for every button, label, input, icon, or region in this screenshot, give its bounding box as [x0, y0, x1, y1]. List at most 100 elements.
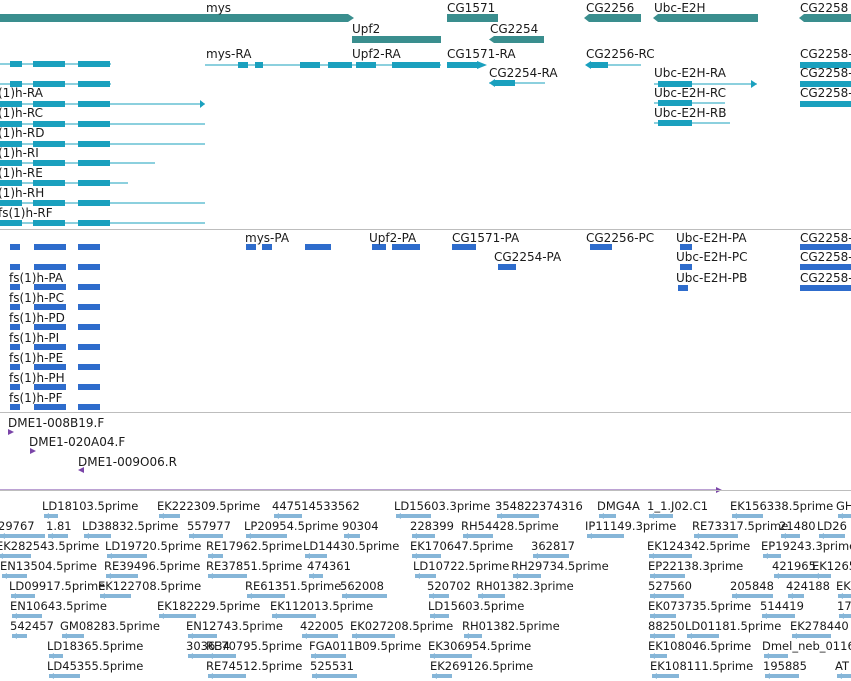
est-feature[interactable]	[49, 673, 80, 679]
est-feature[interactable]	[819, 533, 845, 539]
est-feature[interactable]	[412, 533, 435, 539]
est-feature[interactable]	[432, 673, 452, 679]
est-feature[interactable]	[814, 573, 831, 579]
est-feature[interactable]	[762, 613, 795, 619]
est-feature[interactable]	[650, 573, 685, 579]
est-feature[interactable]	[12, 613, 42, 619]
protein-feature-ubc-e2h-pb[interactable]	[678, 285, 688, 291]
protein-feature-cg1571-pa[interactable]	[452, 244, 476, 250]
est-feature[interactable]	[587, 533, 624, 539]
est-feature[interactable]	[48, 533, 68, 539]
est-feature[interactable]	[497, 513, 539, 519]
est-feature[interactable]	[188, 633, 217, 639]
est-feature[interactable]	[309, 573, 323, 579]
protein-feature-cg2254-pa[interactable]	[498, 264, 516, 270]
est-feature[interactable]	[649, 513, 673, 519]
est-feature[interactable]	[107, 553, 147, 559]
est-feature[interactable]	[650, 613, 676, 619]
est-feature[interactable]	[274, 513, 302, 519]
est-feature[interactable]	[838, 513, 851, 519]
est-feature[interactable]	[650, 593, 684, 599]
est-feature[interactable]	[311, 653, 346, 659]
est-feature[interactable]	[352, 633, 395, 639]
transcript-feature-ubc-e2h-rb[interactable]	[654, 120, 730, 126]
gene-feature-cg1571[interactable]: CG1571	[447, 1, 498, 22]
transcript-feature[interactable]	[0, 61, 111, 67]
est-feature[interactable]	[106, 573, 138, 579]
transcript-feature[interactable]	[0, 81, 111, 87]
est-feature[interactable]	[344, 533, 360, 539]
est-feature[interactable]	[839, 613, 851, 619]
transcript-feature-cg1571-ra[interactable]	[447, 61, 487, 69]
est-feature[interactable]	[464, 633, 482, 639]
est-feature[interactable]	[62, 633, 84, 639]
gene-feature-mys[interactable]: mys	[0, 1, 354, 22]
transcript-feature-ubc-e2h-rc[interactable]	[654, 100, 725, 106]
est-feature[interactable]	[463, 533, 493, 539]
transcript-feature[interactable]	[0, 200, 205, 206]
est-feature[interactable]	[159, 513, 180, 519]
est-feature[interactable]	[12, 633, 27, 639]
est-feature[interactable]	[429, 593, 449, 599]
protein-feature[interactable]	[10, 324, 100, 330]
protein-feature-cg2256-pc[interactable]	[590, 244, 612, 250]
est-feature[interactable]	[247, 593, 285, 599]
transcript-feature[interactable]	[0, 220, 205, 226]
est-feature[interactable]	[208, 653, 236, 659]
transcript-feature[interactable]	[0, 141, 205, 147]
transcript-feature[interactable]	[0, 180, 128, 186]
protein-feature[interactable]	[10, 264, 100, 270]
est-feature[interactable]	[412, 553, 441, 559]
est-feature[interactable]	[100, 593, 131, 599]
protein-feature[interactable]	[10, 344, 100, 350]
protein-feature[interactable]	[10, 384, 100, 390]
gene-feature-cg2254[interactable]: CG2254	[489, 22, 544, 43]
est-feature[interactable]	[342, 593, 387, 599]
est-feature[interactable]	[792, 633, 831, 639]
est-feature[interactable]	[208, 673, 246, 679]
est-feature[interactable]	[652, 673, 679, 679]
est-feature[interactable]	[430, 613, 449, 619]
est-feature[interactable]	[0, 553, 31, 559]
est-feature[interactable]	[272, 613, 316, 619]
clone-feature[interactable]: DME1-020A04.F	[29, 435, 125, 454]
protein-feature[interactable]	[10, 244, 100, 250]
clone-feature[interactable]: DME1-008B19.F	[8, 416, 104, 435]
transcript-feature-cg2258[interactable]	[800, 62, 851, 107]
gene-feature-ubc-e2h[interactable]: Ubc-E2H	[653, 1, 758, 22]
est-feature[interactable]	[188, 653, 209, 659]
protein-feature-upf2-pa[interactable]	[372, 244, 420, 250]
est-feature[interactable]	[774, 573, 816, 579]
est-feature[interactable]	[694, 533, 738, 539]
transcript-feature[interactable]	[0, 160, 155, 166]
est-feature[interactable]	[781, 533, 800, 539]
protein-feature[interactable]	[10, 284, 100, 290]
est-feature[interactable]	[788, 593, 804, 599]
est-feature[interactable]	[312, 673, 357, 679]
protein-feature-cg2258[interactable]	[800, 244, 851, 291]
est-feature[interactable]	[533, 553, 569, 559]
est-feature[interactable]	[838, 593, 851, 599]
gene-feature-upf2[interactable]: Upf2	[352, 22, 441, 43]
est-feature[interactable]	[305, 553, 327, 559]
protein-feature[interactable]	[10, 404, 100, 410]
transcript-feature-cg2254-ra[interactable]	[489, 79, 545, 87]
gene-feature-cg2258[interactable]: CG2258	[799, 1, 851, 22]
protein-feature[interactable]	[10, 364, 100, 370]
est-feature[interactable]	[513, 573, 541, 579]
est-feature[interactable]	[208, 573, 247, 579]
est-feature[interactable]	[764, 653, 788, 659]
protein-feature-ubc-e2h-pc[interactable]	[680, 264, 692, 270]
transcript-feature[interactable]	[0, 121, 205, 127]
protein-feature-ubc-e2h-pa[interactable]	[680, 244, 692, 250]
est-feature[interactable]	[302, 633, 338, 639]
est-feature[interactable]	[649, 553, 692, 559]
protein-feature-mys-pa[interactable]	[246, 244, 331, 250]
est-feature[interactable]	[687, 633, 719, 639]
est-feature[interactable]	[732, 513, 763, 519]
clone-feature[interactable]: DME1-009O06.R	[78, 455, 177, 473]
est-feature[interactable]	[650, 653, 667, 659]
est-feature[interactable]	[84, 533, 111, 539]
protein-feature[interactable]	[10, 304, 100, 310]
est-feature[interactable]	[246, 533, 287, 539]
